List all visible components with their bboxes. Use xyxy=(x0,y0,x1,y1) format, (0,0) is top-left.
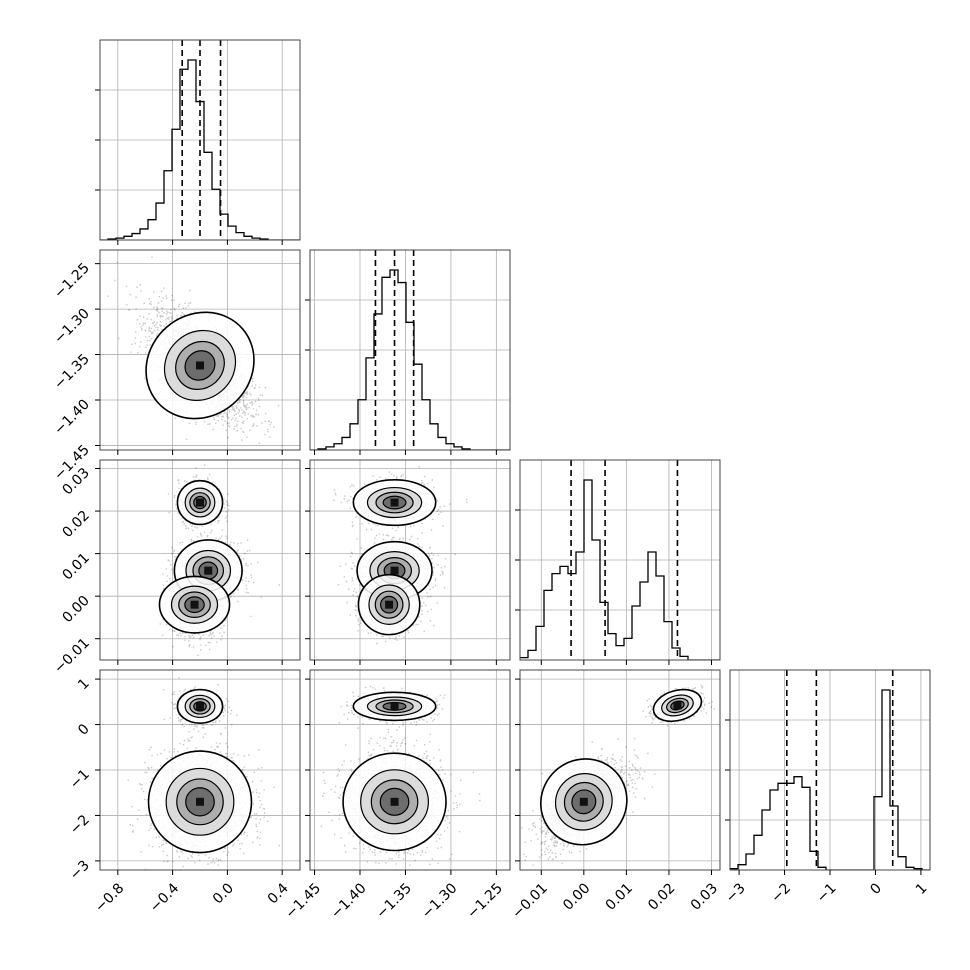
panel-frame xyxy=(99,249,301,451)
y-tick-label: 0 xyxy=(75,721,93,739)
x-tick-label: 0.03 xyxy=(688,880,721,913)
density-peak xyxy=(196,797,204,806)
x-tick-label: −1.40 xyxy=(328,880,370,922)
density-peak xyxy=(579,797,588,806)
x-tick-label: 0.02 xyxy=(645,880,678,913)
histogram-step xyxy=(310,269,510,450)
histogram-panel-2 xyxy=(305,249,511,455)
y-tick-label: 0.01 xyxy=(59,550,92,583)
histogram-step xyxy=(730,689,930,870)
histogram-panel-4 xyxy=(725,669,931,871)
y-tick-label: −1.35 xyxy=(51,351,93,393)
histogram-step xyxy=(520,479,720,660)
y-tick-label: −1.40 xyxy=(51,397,93,439)
panel-frame xyxy=(99,39,301,241)
panel-frame xyxy=(309,249,511,451)
x-tick-label: 0 xyxy=(867,880,885,898)
x-tick-label: −0.01 xyxy=(509,880,551,922)
density-panel-4-3 xyxy=(519,669,721,871)
y-tick-label: 0.02 xyxy=(59,508,92,541)
density-panel-4-2 xyxy=(309,669,511,871)
density-peak xyxy=(204,566,213,575)
y-tick-label: −1.30 xyxy=(51,306,93,348)
density-peak xyxy=(390,797,399,806)
density-peak xyxy=(196,498,204,507)
x-tick-label: −1.35 xyxy=(373,880,415,922)
x-tick-label: 0.4 xyxy=(265,880,292,907)
x-tick-label: 0.0 xyxy=(210,880,237,907)
histogram-panel-1 xyxy=(95,39,301,245)
y-tick-label: 1 xyxy=(75,676,93,694)
panel-frame xyxy=(309,459,511,661)
density-peak xyxy=(390,498,399,507)
density-peak xyxy=(390,566,399,575)
panel-frame xyxy=(99,459,301,661)
x-tick-label: 0.01 xyxy=(603,880,636,913)
x-tick-label: 1 xyxy=(913,880,931,898)
density-peak xyxy=(196,702,204,711)
density-panel-3-1 xyxy=(99,459,301,665)
x-tick-label: −1.30 xyxy=(419,880,461,922)
y-tick-label: −1.25 xyxy=(51,260,93,302)
x-tick-label: 0.00 xyxy=(560,880,593,913)
density-peak xyxy=(196,361,204,370)
density-peak xyxy=(673,701,682,710)
y-tick-label: −3 xyxy=(67,857,93,883)
histogram-step xyxy=(100,59,300,240)
density-peak xyxy=(190,600,199,609)
x-tick-label: −1.45 xyxy=(283,880,325,922)
x-tick-label: −0.4 xyxy=(147,880,182,915)
y-tick-label: −2 xyxy=(67,812,93,838)
density-panel-4-1 xyxy=(99,669,301,871)
x-tick-label: −2 xyxy=(768,880,794,906)
y-tick-label: 0.00 xyxy=(59,593,92,626)
y-tick-label: −1 xyxy=(67,767,93,793)
x-tick-label: −0.8 xyxy=(92,880,127,915)
density-peak xyxy=(390,702,399,711)
histogram-panel-3 xyxy=(515,459,721,665)
x-tick-label: −3 xyxy=(723,880,749,906)
density-panel-3-2 xyxy=(309,459,511,665)
density-panel-2-1 xyxy=(99,249,301,455)
y-tick-label: −0.01 xyxy=(51,635,93,677)
panel-frame xyxy=(519,459,721,661)
density-peak xyxy=(385,600,394,609)
x-tick-label: −1.25 xyxy=(464,880,506,922)
x-tick-label: −1 xyxy=(814,880,840,906)
